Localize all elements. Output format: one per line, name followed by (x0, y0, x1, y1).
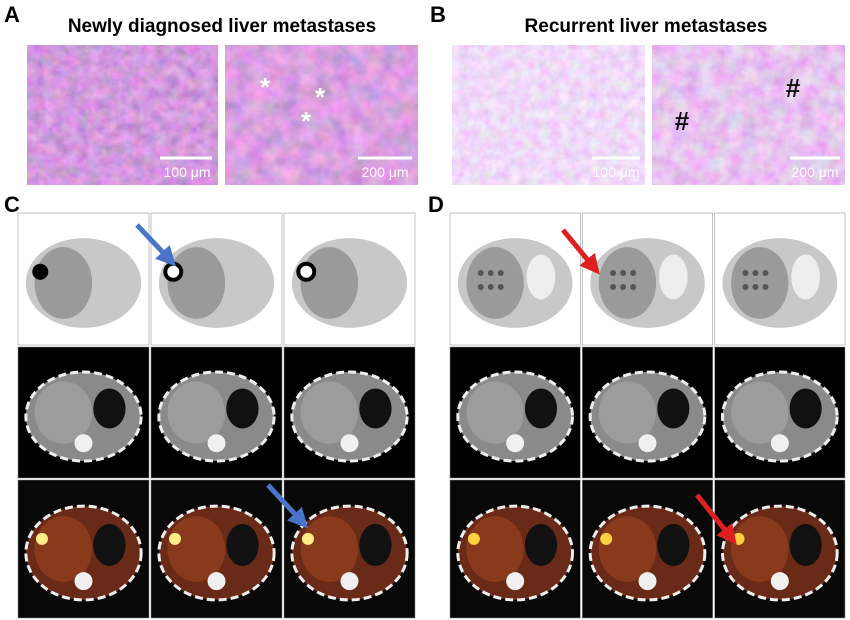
lesion (630, 270, 637, 276)
stomach (524, 388, 558, 429)
lesion (487, 284, 494, 290)
lesion (762, 270, 769, 276)
lesion (752, 270, 759, 276)
stomach (93, 523, 126, 567)
liver (731, 516, 789, 582)
lesion (742, 270, 749, 276)
liver (598, 247, 657, 319)
arrow (561, 228, 600, 275)
panel-label: B (430, 2, 446, 27)
lesion (762, 284, 769, 290)
panel-label: C (4, 192, 20, 217)
spine (207, 434, 226, 453)
lesion (487, 270, 494, 276)
marker: # (786, 73, 801, 103)
histology-image (452, 45, 645, 185)
arrow (135, 223, 177, 267)
spine (638, 572, 657, 591)
lesion (477, 270, 484, 276)
stomach (789, 523, 822, 567)
liver (466, 247, 524, 319)
lesion (168, 532, 181, 545)
spine (638, 434, 657, 453)
lesion (610, 284, 617, 290)
liver (167, 516, 226, 582)
liver (34, 516, 93, 582)
liver (300, 516, 359, 582)
spleen (791, 254, 820, 300)
liver (466, 516, 524, 582)
spine (506, 434, 525, 453)
lesion (620, 284, 627, 290)
liver (598, 381, 657, 444)
histology-image (27, 45, 218, 185)
panel-title: Newly diagnosed liver metastases (68, 16, 376, 37)
stomach (657, 523, 690, 567)
scale-bar-label: 100 μm (164, 164, 211, 180)
arrows (135, 223, 737, 545)
lesion (742, 284, 749, 290)
arrow (266, 483, 309, 529)
stomach (93, 388, 126, 429)
stomach (359, 388, 392, 429)
liver (34, 247, 93, 319)
spine (770, 434, 789, 453)
panel-label: D (428, 192, 444, 217)
scan-panels (17, 212, 846, 619)
lesion (296, 261, 317, 282)
histology-image (225, 45, 418, 185)
stomach (226, 388, 259, 429)
spine (74, 572, 93, 591)
histology-image (652, 45, 845, 185)
lesion (620, 270, 627, 276)
spine (340, 434, 359, 453)
stomach (359, 523, 392, 567)
lesion (32, 263, 49, 280)
scale-bar-label: 200 μm (362, 164, 409, 180)
spine (74, 434, 93, 453)
liver (731, 247, 789, 319)
lesion (600, 532, 613, 545)
scale-bar-label: 100 μm (593, 164, 640, 180)
panel-label: A (4, 2, 20, 27)
arrow (695, 493, 737, 545)
spleen (526, 254, 556, 300)
scale-bar-label: 200 μm (792, 164, 839, 180)
liver (34, 381, 93, 444)
lesion (497, 270, 504, 276)
liver (466, 381, 524, 444)
stomach (524, 523, 558, 567)
liver (300, 247, 359, 319)
marker: # (675, 106, 690, 136)
liver (731, 381, 789, 444)
panel-title: Recurrent liver metastases (525, 16, 768, 37)
lesion (301, 532, 314, 545)
stomach (226, 523, 259, 567)
marker: * (260, 72, 271, 102)
marker: * (315, 82, 326, 112)
liver (598, 516, 657, 582)
spine (340, 572, 359, 591)
spine (506, 572, 525, 591)
spine (770, 572, 789, 591)
spleen (658, 254, 688, 300)
liver (167, 381, 226, 444)
lesion (497, 284, 504, 290)
lesion (477, 284, 484, 290)
stomach (789, 388, 822, 429)
marker: * (301, 106, 312, 136)
lesion (610, 270, 617, 276)
liver (167, 247, 226, 319)
spine (207, 572, 226, 591)
liver (300, 381, 359, 444)
lesion (752, 284, 759, 290)
lesion (630, 284, 637, 290)
lesion (163, 261, 184, 282)
lesion (467, 532, 480, 545)
stomach (657, 388, 690, 429)
lesion (35, 532, 48, 545)
